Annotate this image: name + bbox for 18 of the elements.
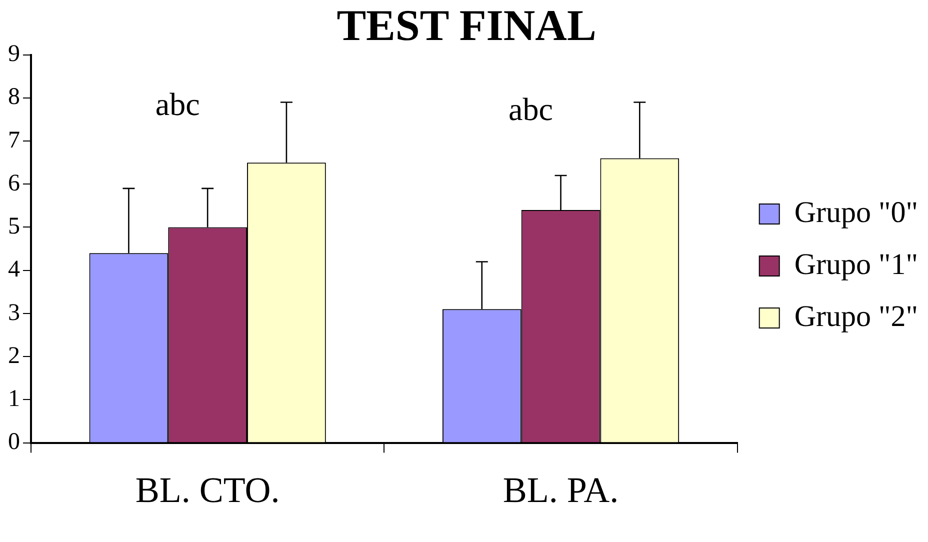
annotation: abc [155, 86, 200, 122]
x-tick-label: BL. PA. [502, 470, 619, 510]
y-tick-label: 5 [8, 214, 20, 240]
y-tick-label: 4 [8, 256, 20, 283]
y-tick-label: 0 [8, 429, 20, 456]
legend-label: Grupo "0" [794, 196, 918, 229]
y-tick-label: 7 [8, 127, 20, 154]
x-tick-label: BL. CTO. [135, 470, 280, 510]
y-tick-label: 3 [8, 300, 20, 326]
y-tick-label: 6 [8, 170, 20, 196]
legend-label: Grupo "1" [794, 248, 918, 281]
annotation: abc [508, 91, 553, 128]
y-tick-label: 2 [8, 342, 20, 369]
y-tick-label: 1 [8, 386, 20, 412]
legend-label: Grupo "2" [794, 300, 918, 333]
y-tick-label: 8 [8, 84, 20, 110]
chart-title: TEST FINAL [336, 0, 596, 50]
y-tick-label: 9 [8, 41, 20, 68]
